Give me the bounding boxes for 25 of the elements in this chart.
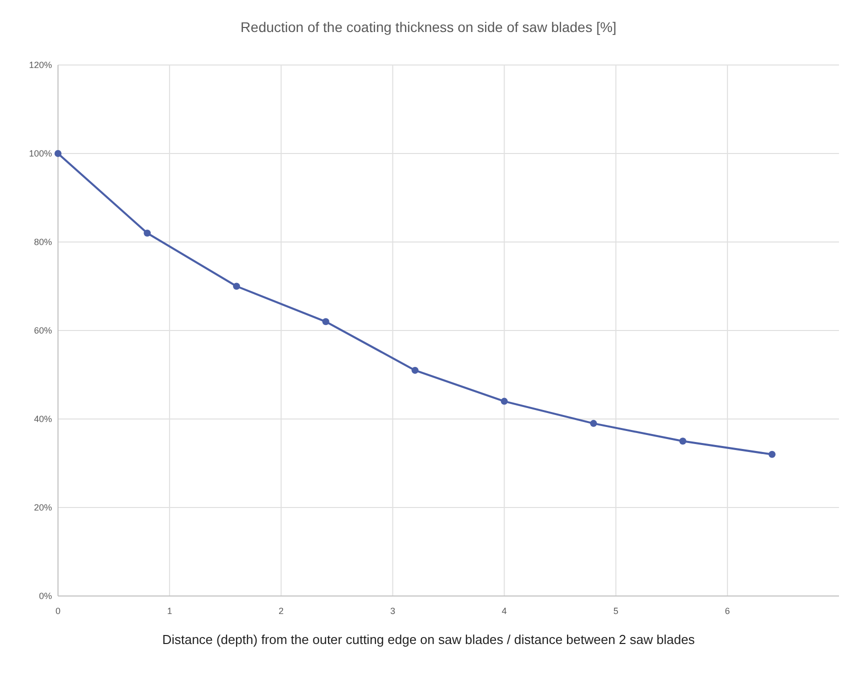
point (590, 420, 598, 427)
y-tick-label: 0% (38, 591, 52, 602)
point (500, 398, 508, 405)
x-tick-label: 5 (613, 606, 618, 616)
y-tick-label: 120% (28, 60, 52, 70)
chart-title: Reduction of the coating thickness on side of saw blades [%] (240, 19, 616, 35)
y-tick-label: 100% (28, 148, 52, 159)
x-tick-label: 2 (278, 606, 284, 616)
point (768, 450, 776, 458)
y-tick-label: 80% (34, 237, 52, 248)
y-tick-label: 20% (34, 502, 52, 513)
point (144, 230, 151, 237)
x-tick-label: 1 (167, 606, 172, 616)
y-tick-label: 60% (34, 326, 52, 336)
x-tick-label: 4 (502, 606, 507, 616)
point (322, 318, 330, 326)
point (54, 150, 62, 157)
y-tick-label: 40% (34, 414, 52, 424)
point (233, 282, 240, 290)
x-tick-label: 6 (724, 606, 730, 616)
x-axis-title: Distance (depth) from the outer cutting edge on saw blades / distance between 2 saw blades (162, 632, 696, 647)
x-tick-label: 0 (55, 606, 61, 616)
point (412, 366, 419, 374)
x-tick-label: 3 (390, 606, 396, 616)
point (679, 438, 686, 445)
